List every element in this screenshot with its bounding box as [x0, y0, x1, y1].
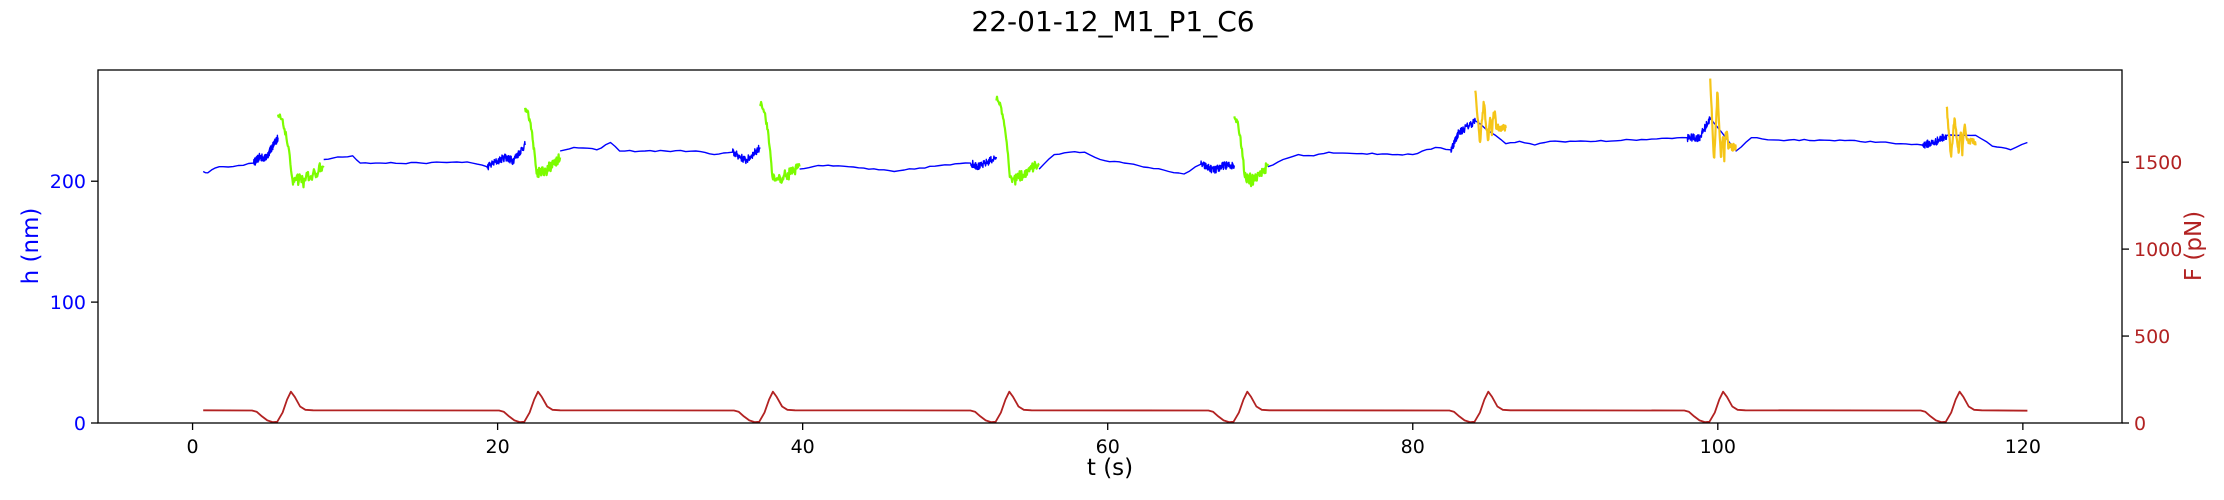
h-cycle-segment-2	[524, 107, 562, 179]
axes: 0 20 40 60 80 100 120 0 100 200 0 500 1000 1500	[50, 152, 2183, 458]
h-cycle-segment-5	[1233, 116, 1269, 188]
h-cycle-segment-7	[1709, 78, 1737, 163]
y-left-tick-label: 100	[50, 292, 86, 314]
h-series-line	[202, 116, 2028, 175]
y-right-tick-label: 1000	[2134, 239, 2182, 261]
x-tick-label: 40	[791, 436, 815, 458]
y-right-tick-label: 1500	[2134, 152, 2182, 174]
chart-title: 22-01-12_M1_P1_C6	[971, 5, 1254, 38]
plot-frame	[97, 69, 2123, 424]
x-tick-label: 80	[1401, 436, 1425, 458]
y-right-tick-label: 500	[2134, 326, 2170, 348]
y-axis-right-label: F (pN)	[2181, 211, 2207, 281]
y-axis-left-label: h (nm)	[18, 208, 44, 285]
force-series-line	[203, 390, 2028, 423]
x-axis-label: t (s)	[1087, 455, 1133, 481]
x-tick-label: 0	[187, 436, 199, 458]
x-tick-label: 60	[1096, 436, 1120, 458]
plot-area	[202, 78, 2028, 423]
x-tick-label: 20	[486, 436, 510, 458]
y-right-tick-label: 0	[2134, 413, 2146, 435]
h-cycle-segment-1	[276, 113, 325, 189]
h-cycle-segment-6	[1474, 90, 1507, 144]
y-left-tick-label: 200	[50, 171, 86, 193]
h-cycle-segment-8	[1945, 106, 1977, 158]
x-tick-label: 120	[2005, 436, 2041, 458]
h-cycle-segment-3	[759, 100, 801, 184]
h-cycle-segment-4	[995, 95, 1040, 186]
y-left-tick-label: 0	[74, 413, 86, 435]
x-tick-label: 100	[1700, 436, 1736, 458]
